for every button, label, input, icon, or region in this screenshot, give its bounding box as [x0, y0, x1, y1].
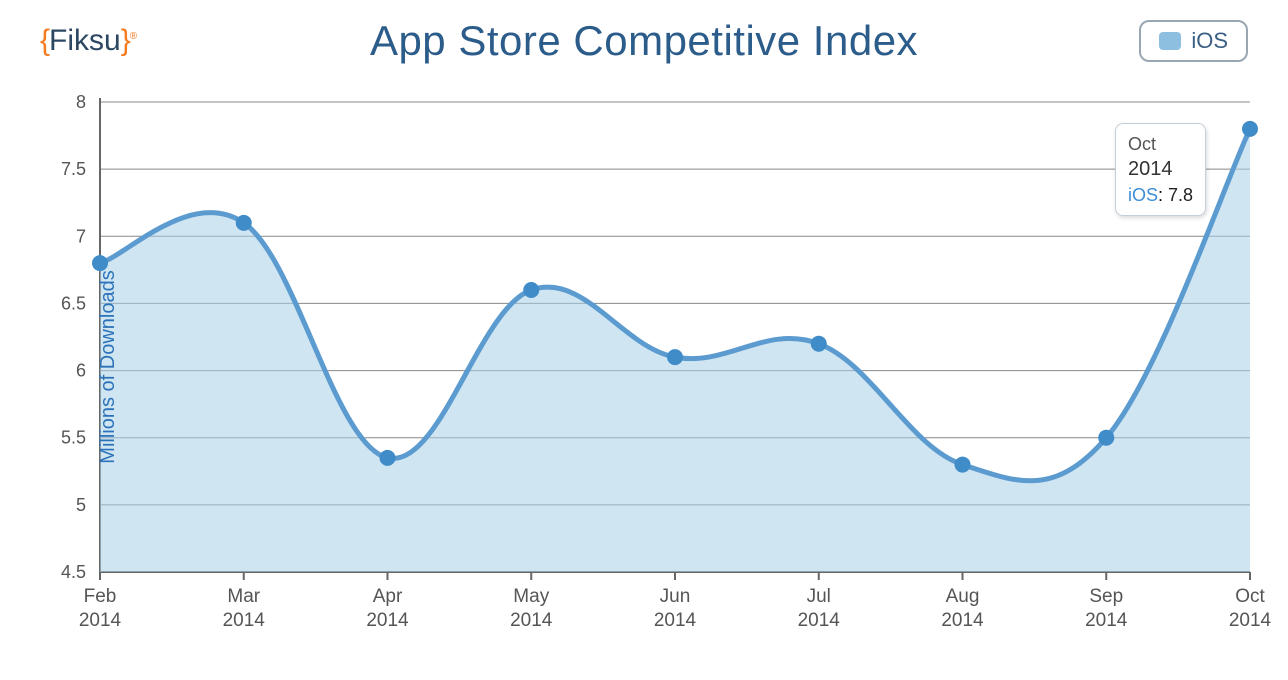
y-axis-label: Millions of Downloads	[97, 270, 120, 463]
data-point[interactable]	[380, 450, 396, 466]
svg-text:2014: 2014	[941, 610, 984, 631]
tooltip-value-row: iOS: 7.8	[1128, 183, 1193, 207]
svg-text:Apr: Apr	[373, 586, 403, 607]
legend: iOS	[1139, 20, 1248, 62]
logo-registered: ®	[130, 31, 136, 42]
data-point[interactable]	[523, 282, 539, 298]
svg-text:8: 8	[76, 92, 86, 112]
fiksu-logo: {Fiksu}®	[40, 24, 136, 58]
svg-text:2014: 2014	[1229, 610, 1272, 631]
logo-brace-open: {	[40, 24, 49, 57]
data-point[interactable]	[1098, 430, 1114, 446]
svg-text:2014: 2014	[654, 610, 697, 631]
svg-text:Jul: Jul	[807, 586, 831, 607]
svg-text:7.5: 7.5	[61, 159, 86, 179]
svg-text:Jun: Jun	[660, 586, 691, 607]
svg-text:2014: 2014	[510, 610, 553, 631]
tooltip-value: 7.8	[1168, 185, 1193, 205]
chart-svg: 4.5 5 5.5 6 6.5 7 7.5 8 Feb 2014 Mar 2014 Apr 2014 May…	[0, 72, 1288, 662]
svg-text:Aug: Aug	[946, 586, 980, 607]
svg-text:6.5: 6.5	[61, 293, 86, 313]
legend-swatch	[1159, 32, 1181, 50]
svg-text:Mar: Mar	[227, 586, 260, 607]
data-point[interactable]	[667, 349, 683, 365]
svg-text:Oct: Oct	[1235, 586, 1265, 607]
legend-label: iOS	[1191, 28, 1228, 54]
svg-text:Sep: Sep	[1089, 586, 1123, 607]
logo-brace-close: }	[121, 24, 130, 57]
svg-text:2014: 2014	[798, 610, 841, 631]
logo-text: Fiksu	[49, 24, 121, 57]
tooltip-month: Oct	[1128, 132, 1193, 156]
svg-text:4.5: 4.5	[61, 562, 86, 582]
chart-header: {Fiksu}® App Store Competitive Index iOS	[0, 0, 1288, 72]
svg-text:May: May	[513, 586, 549, 607]
svg-text:2014: 2014	[1085, 610, 1128, 631]
data-point[interactable]	[236, 215, 252, 231]
svg-text:2014: 2014	[366, 610, 409, 631]
svg-text:6: 6	[76, 361, 86, 381]
chart-area: Millions of Downloads 4.5 5 5.5 6 6.5 7 7.5 8 Fe…	[0, 72, 1288, 662]
svg-text:5: 5	[76, 495, 86, 515]
tooltip-year: 2014	[1128, 156, 1193, 183]
svg-text:Feb: Feb	[84, 586, 117, 607]
svg-text:2014: 2014	[79, 610, 122, 631]
svg-text:2014: 2014	[223, 610, 266, 631]
data-point[interactable]	[955, 457, 971, 473]
data-point[interactable]	[1242, 121, 1258, 137]
data-point[interactable]	[92, 255, 108, 271]
tooltip-series-label: iOS	[1128, 185, 1158, 205]
svg-text:5.5: 5.5	[61, 428, 86, 448]
chart-title: App Store Competitive Index	[370, 17, 918, 65]
svg-text:7: 7	[76, 226, 86, 246]
data-point[interactable]	[811, 336, 827, 352]
tooltip: Oct 2014 iOS: 7.8	[1115, 123, 1206, 217]
